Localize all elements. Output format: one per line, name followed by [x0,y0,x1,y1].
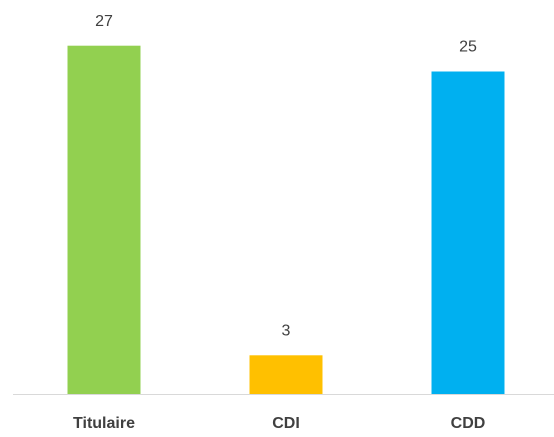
data-label: 27 [95,13,113,30]
data-label: 25 [459,39,477,56]
bar [67,45,141,394]
x-tick-label: Titulaire [73,415,135,432]
x-tick-label: CDD [451,415,486,432]
data-label: 3 [282,323,291,340]
bar [431,71,505,394]
bar [249,355,323,394]
x-tick-label: CDI [272,415,300,432]
